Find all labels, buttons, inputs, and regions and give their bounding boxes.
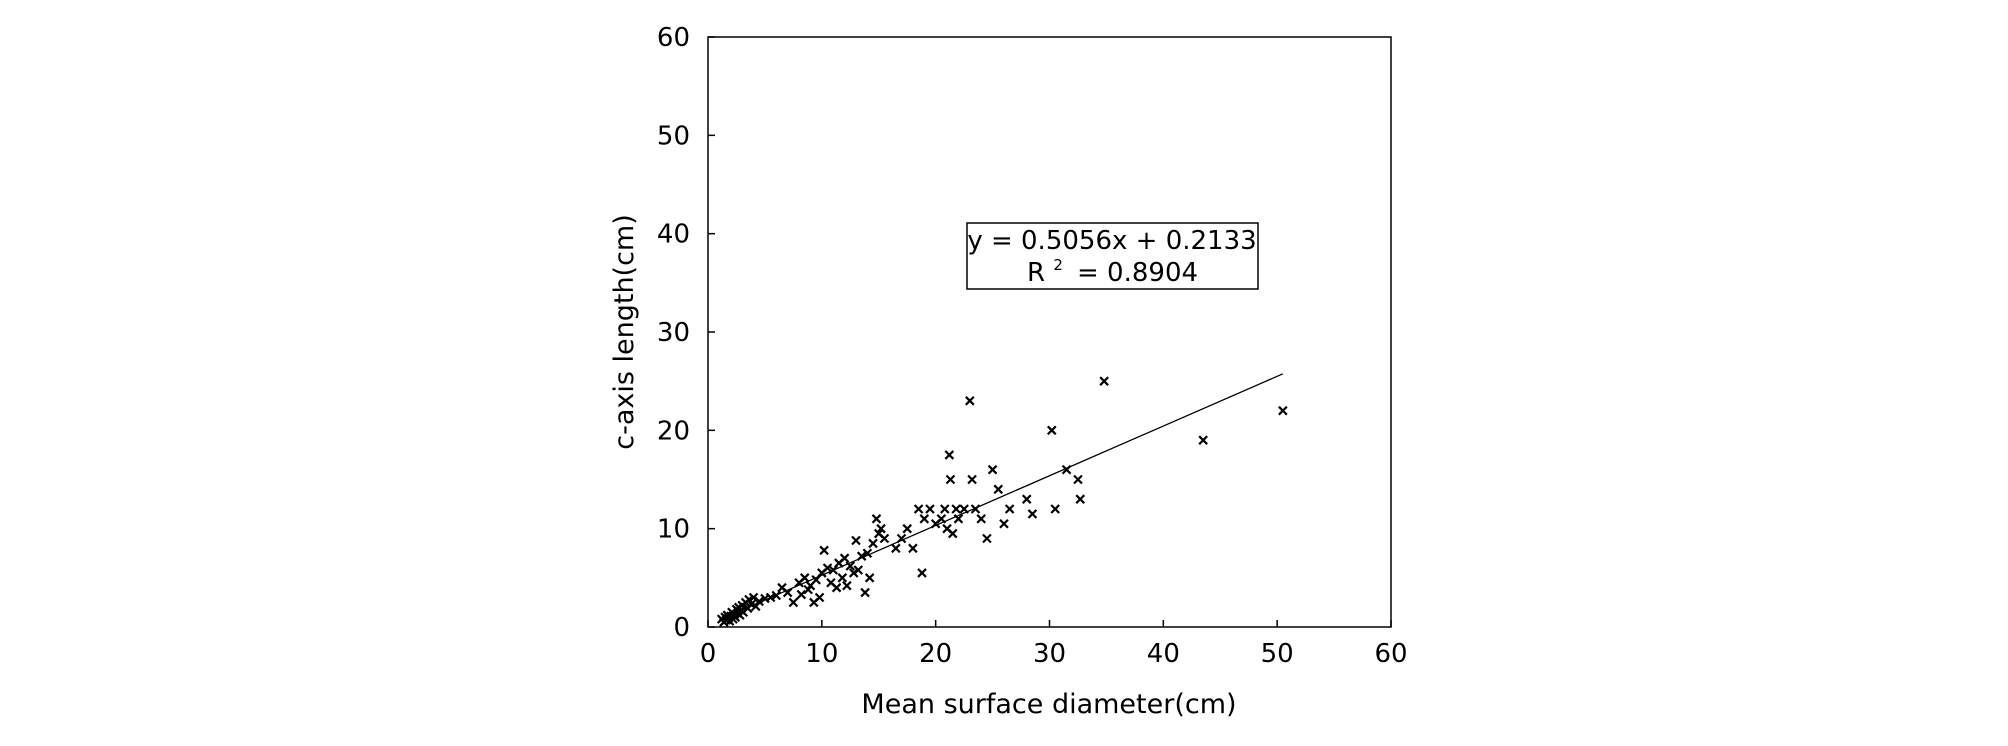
data-point bbox=[944, 450, 955, 460]
data-point bbox=[1021, 494, 1032, 504]
data-point bbox=[993, 484, 1004, 495]
data-point bbox=[788, 597, 799, 608]
data-point bbox=[1046, 425, 1057, 436]
data-point bbox=[837, 573, 848, 583]
x-axis-ticks: 0 10 20 30 40 50 60 bbox=[700, 620, 1408, 669]
x-tick-label: 30 bbox=[1033, 639, 1066, 669]
data-point bbox=[999, 518, 1009, 529]
data-point bbox=[796, 589, 807, 600]
y-tick-label: 60 bbox=[657, 23, 690, 53]
data-point bbox=[864, 573, 875, 583]
y-tick-label: 50 bbox=[657, 121, 690, 151]
data-point bbox=[902, 523, 912, 534]
data-point bbox=[782, 587, 793, 598]
y-tick-label: 30 bbox=[657, 318, 690, 348]
data-point bbox=[1099, 376, 1109, 386]
data-point bbox=[822, 563, 833, 573]
data-point bbox=[967, 474, 977, 485]
data-point bbox=[819, 545, 829, 556]
data-point bbox=[982, 533, 992, 544]
data-point bbox=[1075, 494, 1086, 504]
data-point bbox=[919, 514, 930, 524]
data-point bbox=[831, 582, 842, 593]
equation-box-border bbox=[966, 222, 1259, 290]
y-tick-label: 40 bbox=[657, 220, 690, 250]
data-point bbox=[951, 504, 961, 514]
x-tick-label: 60 bbox=[1374, 639, 1407, 669]
data-point bbox=[799, 573, 810, 583]
data-points bbox=[716, 376, 1288, 627]
x-axis-title: Mean surface diameter(cm) bbox=[861, 689, 1236, 720]
y-axis-title: c-axis length(cm) bbox=[609, 214, 640, 450]
data-point bbox=[913, 504, 924, 514]
r-squared-prefix: R bbox=[1027, 258, 1045, 288]
data-point bbox=[1050, 504, 1060, 514]
r-squared-label: R 2 = 0.8904 bbox=[1027, 247, 1198, 288]
y-tick-label: 20 bbox=[657, 416, 690, 446]
r-squared-superscript: 2 bbox=[1053, 256, 1063, 274]
data-point bbox=[976, 514, 986, 524]
data-point bbox=[965, 396, 975, 406]
y-tick-label: 0 bbox=[673, 613, 690, 643]
data-point bbox=[1004, 504, 1015, 514]
data-point bbox=[908, 543, 918, 554]
data-point bbox=[853, 565, 864, 575]
data-point bbox=[945, 474, 956, 485]
equation-box: y = 0.5056x + 0.2133 R 2 = 0.8904 bbox=[966, 222, 1259, 290]
data-point bbox=[1073, 474, 1083, 485]
y-tick-label: 10 bbox=[657, 515, 690, 545]
data-point bbox=[842, 580, 852, 591]
r-squared-value: = 0.8904 bbox=[1077, 258, 1198, 288]
data-point bbox=[814, 592, 825, 603]
x-tick-label: 20 bbox=[919, 639, 952, 669]
plot-area bbox=[707, 36, 1392, 628]
trendline bbox=[719, 373, 1284, 621]
x-tick-label: 0 bbox=[700, 639, 717, 669]
data-point bbox=[848, 568, 859, 578]
data-point bbox=[876, 523, 886, 534]
data-point bbox=[925, 504, 935, 514]
data-point bbox=[1278, 405, 1288, 416]
data-point bbox=[860, 587, 870, 598]
data-point bbox=[891, 543, 901, 554]
data-point bbox=[939, 504, 950, 514]
data-point bbox=[1027, 509, 1038, 519]
x-tick-label: 10 bbox=[805, 639, 838, 669]
x-tick-label: 50 bbox=[1261, 639, 1294, 669]
data-point bbox=[917, 568, 927, 578]
data-point bbox=[1198, 435, 1208, 445]
y-axis-ticks: 0 10 20 30 40 50 60 bbox=[657, 23, 715, 643]
data-point bbox=[987, 464, 998, 475]
data-point bbox=[871, 514, 882, 524]
data-point bbox=[868, 538, 878, 549]
data-point bbox=[947, 528, 958, 539]
data-point bbox=[851, 535, 861, 546]
x-tick-label: 40 bbox=[1147, 639, 1180, 669]
data-point bbox=[879, 533, 890, 544]
equation-label: y = 0.5056x + 0.2133 bbox=[967, 226, 1256, 256]
data-point bbox=[839, 553, 850, 563]
data-point bbox=[748, 592, 759, 603]
